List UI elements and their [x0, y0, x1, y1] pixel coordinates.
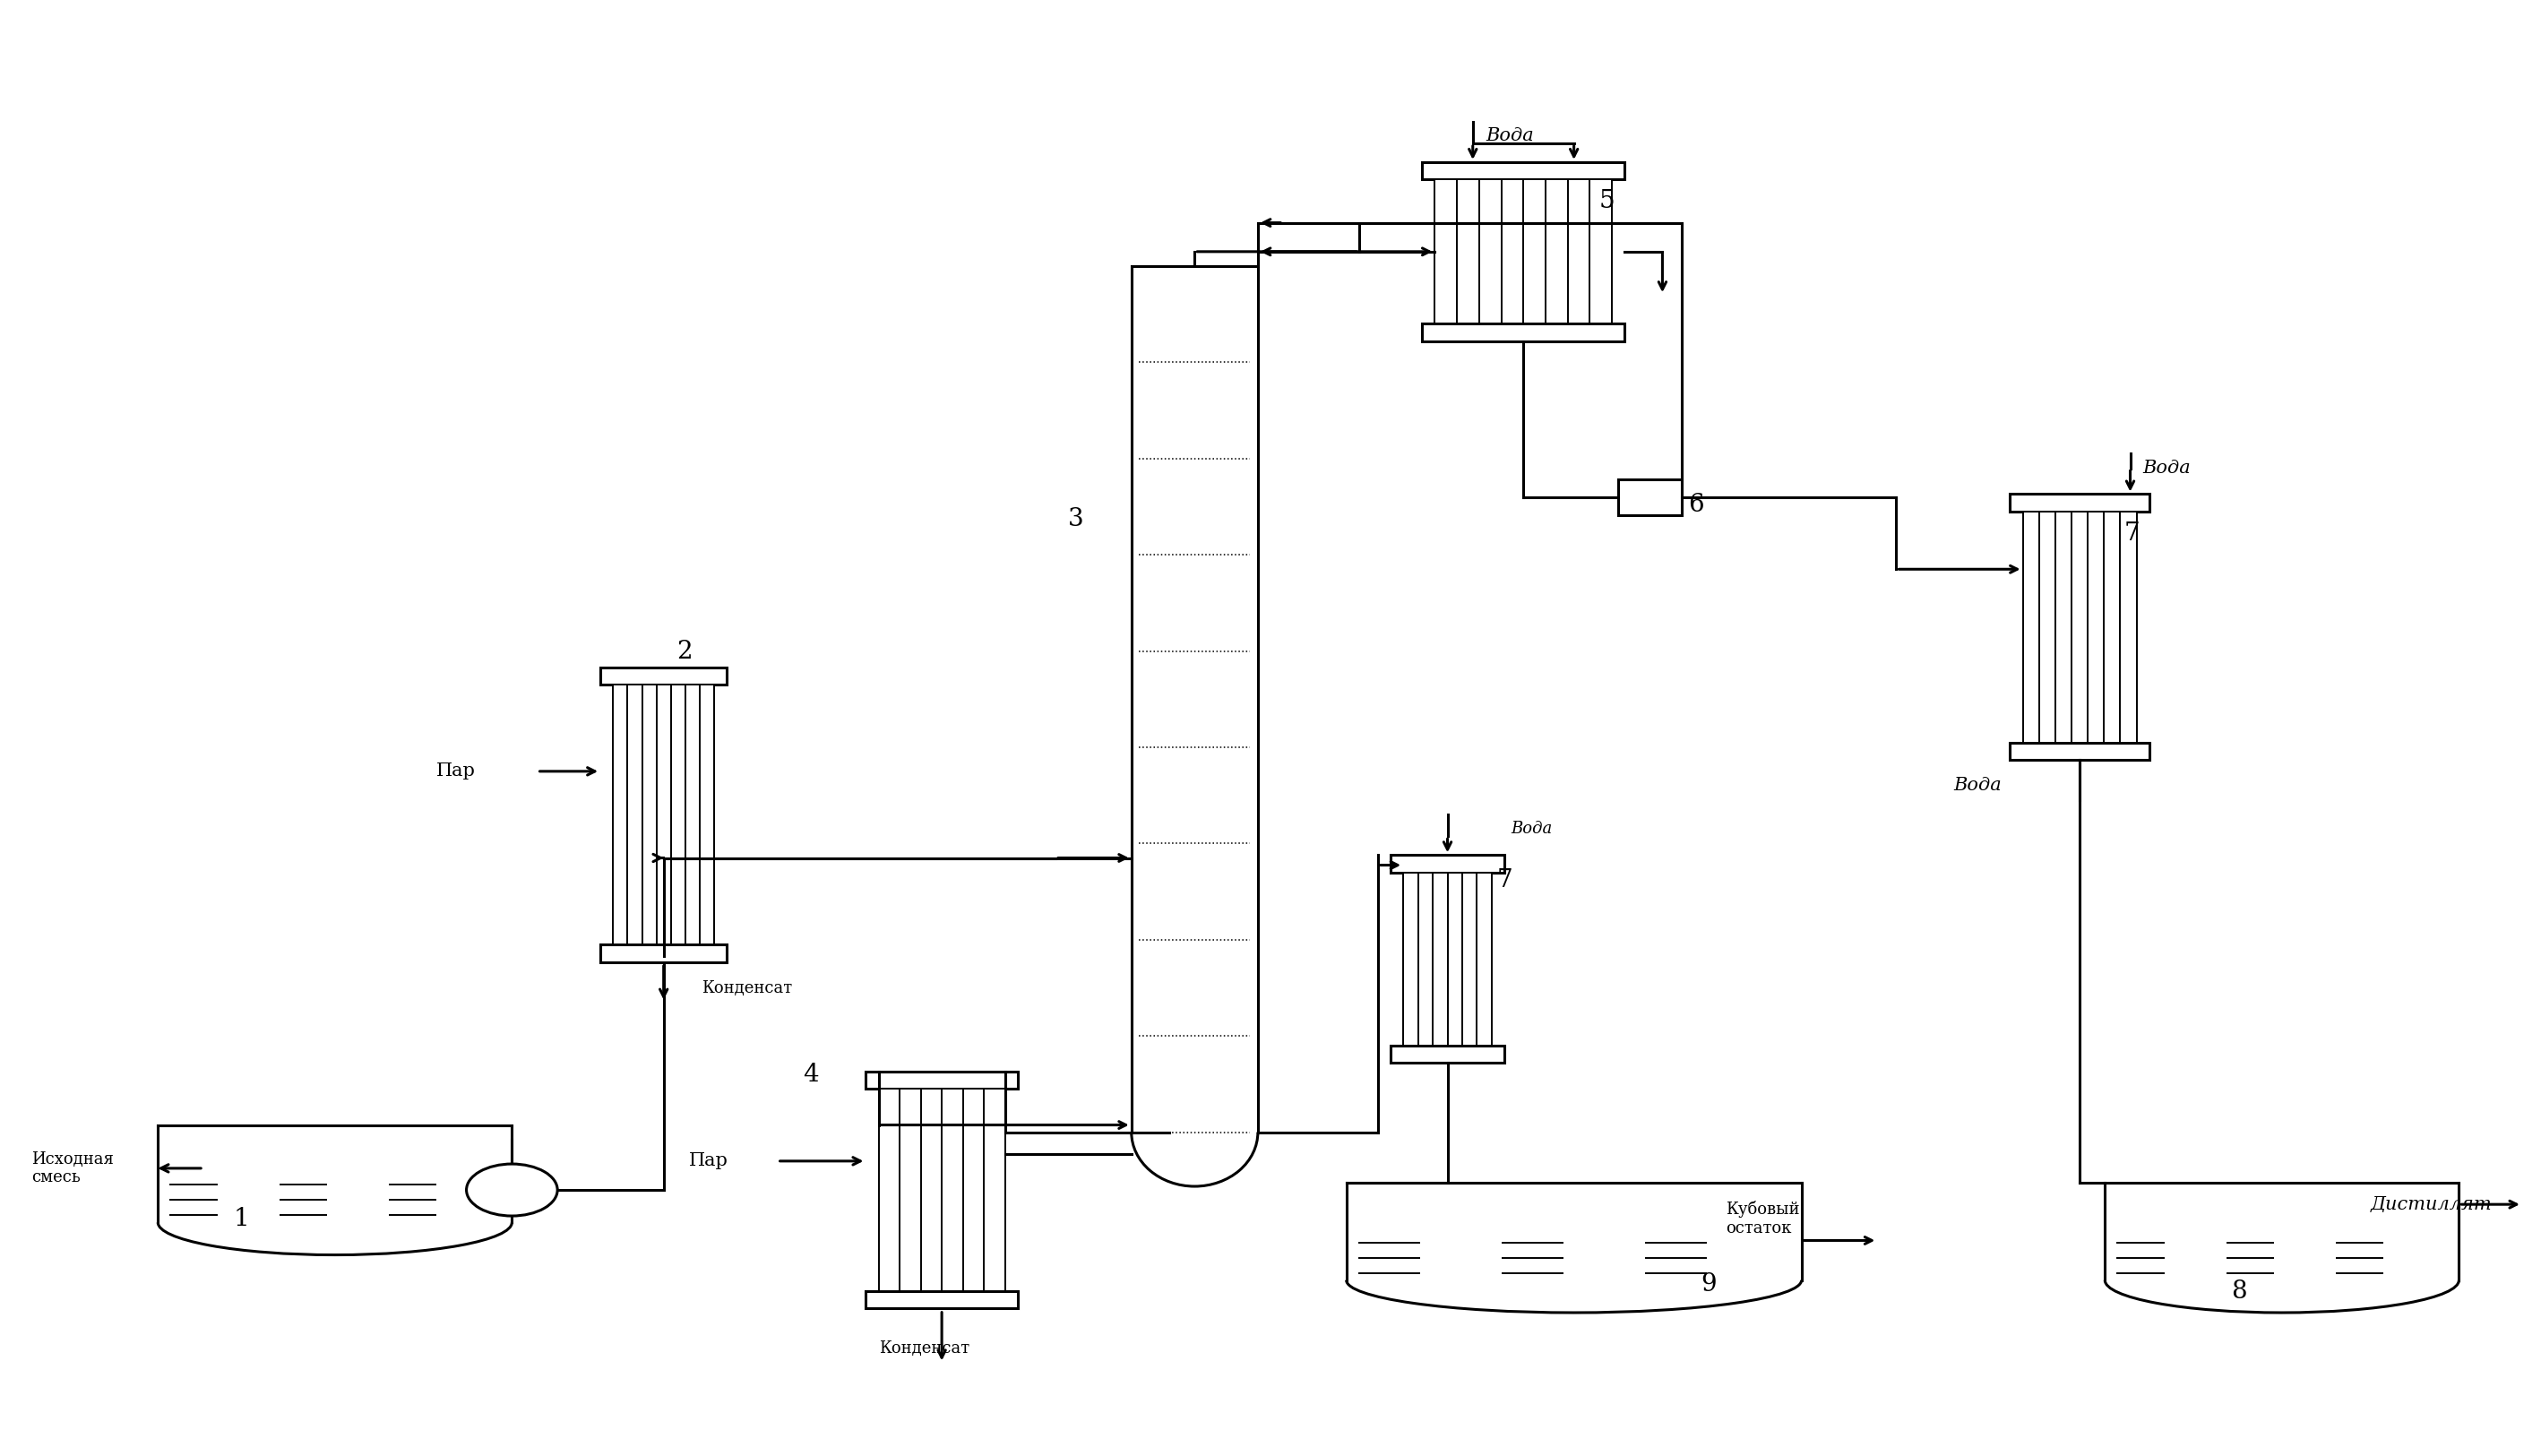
Bar	[612, 684, 714, 945]
Bar	[866, 1291, 1016, 1309]
Bar	[1619, 479, 1682, 515]
Text: 1: 1	[234, 1207, 249, 1232]
Text: Пар: Пар	[689, 1153, 729, 1169]
Text: Исходная
смесь: Исходная смесь	[30, 1150, 114, 1185]
Bar	[1403, 872, 1492, 1045]
Bar	[600, 667, 727, 684]
Bar	[600, 945, 727, 962]
Text: Конденсат: Конденсат	[879, 1341, 968, 1357]
Text: 6: 6	[1687, 492, 1702, 517]
Bar	[1390, 1045, 1504, 1063]
Bar	[1390, 855, 1504, 872]
Text: Пар: Пар	[437, 763, 475, 780]
Text: 7: 7	[1497, 868, 1512, 893]
Bar	[2010, 743, 2150, 760]
Bar	[2010, 494, 2150, 511]
Text: Вода: Вода	[1954, 778, 2002, 795]
Text: Вода: Вода	[2142, 460, 2190, 476]
Text: 8: 8	[2231, 1280, 2246, 1303]
Text: Вода: Вода	[1512, 821, 1553, 837]
Text: 5: 5	[1598, 189, 1616, 214]
Text: 9: 9	[1700, 1273, 1715, 1296]
Text: Дистиллят: Дистиллят	[2371, 1195, 2493, 1213]
Text: Кубовый
остаток: Кубовый остаток	[1725, 1201, 1799, 1236]
Bar	[879, 1089, 1006, 1291]
Text: 2: 2	[676, 639, 691, 664]
Text: Конденсат: Конденсат	[701, 980, 793, 996]
Bar	[866, 1072, 1016, 1089]
Text: 7: 7	[2124, 521, 2140, 546]
Bar	[1423, 323, 1624, 341]
Circle shape	[468, 1163, 556, 1216]
Text: Вода: Вода	[1486, 128, 1535, 144]
Bar	[1423, 162, 1624, 179]
Bar	[1436, 179, 1611, 323]
Bar	[2023, 511, 2137, 743]
Text: 4: 4	[803, 1063, 818, 1088]
Text: 3: 3	[1067, 507, 1085, 531]
